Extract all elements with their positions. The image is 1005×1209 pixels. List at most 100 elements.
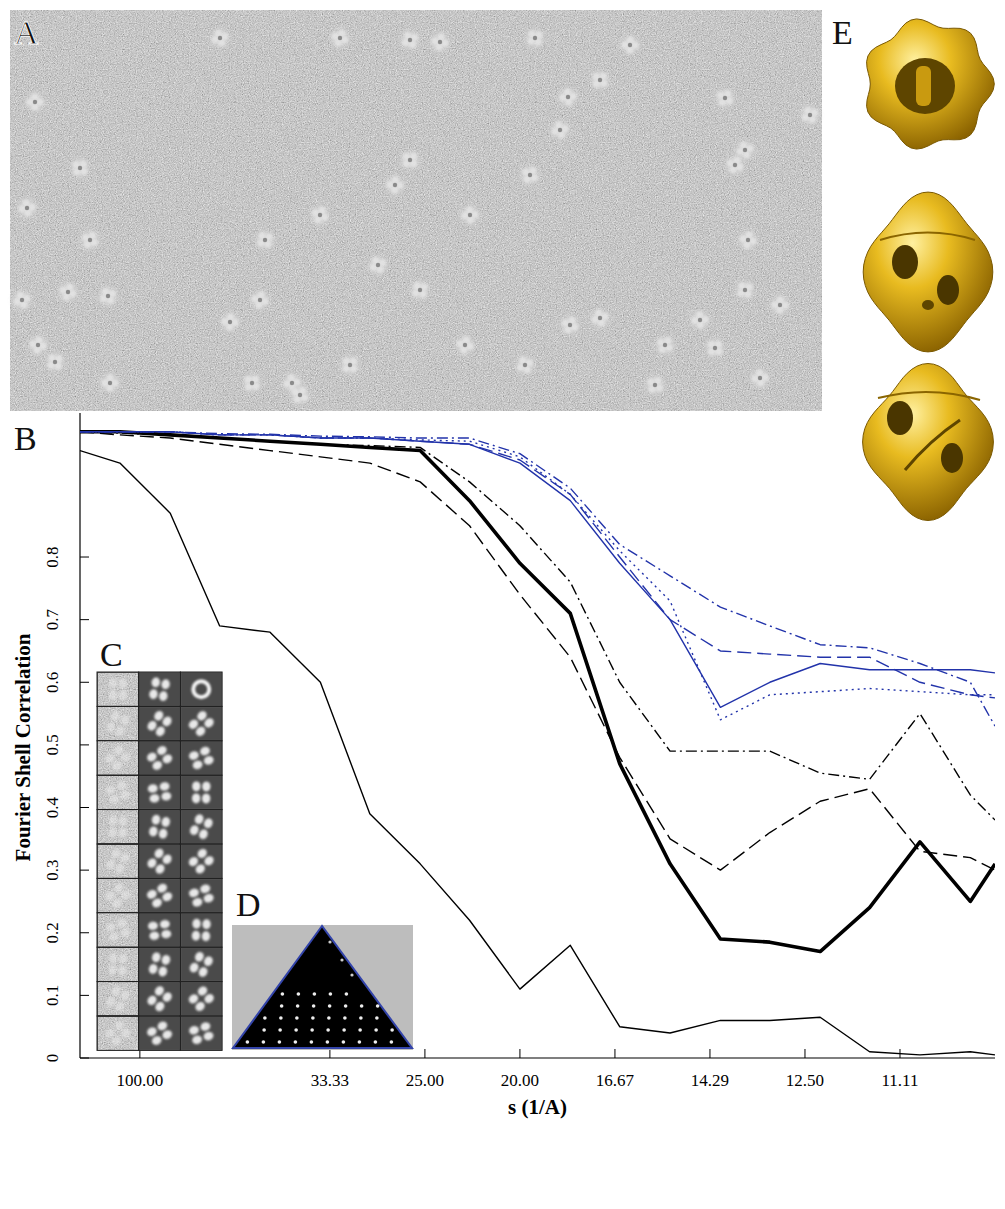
series-line (80, 432, 995, 708)
gallery-border (97, 844, 139, 878)
particle-core (338, 36, 342, 40)
particle-body (738, 230, 758, 250)
particle-core (228, 320, 232, 324)
particle (525, 28, 545, 48)
view-lobe (161, 954, 172, 966)
particle-body (100, 373, 120, 393)
series-line (80, 432, 995, 870)
particle (590, 70, 610, 90)
particle (400, 150, 420, 170)
view-lobe (114, 862, 126, 875)
orientation-dot (344, 1004, 348, 1008)
orientation-dot (350, 973, 353, 976)
particle-core (250, 381, 254, 385)
view-lobe (199, 1021, 211, 1032)
view-lobe (188, 1025, 200, 1036)
particle-core (713, 346, 717, 350)
orientation-dot (329, 992, 333, 996)
view (188, 950, 214, 978)
gallery-cell (98, 914, 138, 946)
orientation-dot (343, 1016, 347, 1020)
view-lobe (151, 814, 161, 826)
particle-core (218, 36, 222, 40)
gallery-border (97, 1016, 139, 1050)
particle-body (770, 295, 790, 315)
series-line (80, 432, 995, 952)
particle-body (255, 230, 275, 250)
view-lobe (149, 931, 160, 941)
view-lobe (110, 897, 123, 910)
particle-body (400, 150, 420, 170)
view-lobe (153, 1000, 166, 1013)
view (188, 1021, 215, 1045)
view-lobe (110, 847, 122, 860)
render-tilted (863, 364, 994, 521)
orientation-dot (312, 1004, 316, 1008)
particle-lobe (740, 235, 747, 242)
particle-body (290, 385, 310, 405)
view (188, 813, 214, 841)
gallery-cell (181, 948, 221, 980)
y-tick (80, 932, 89, 933)
particle-lobe (761, 374, 768, 381)
view-lobe (109, 678, 117, 688)
particle-lobe (558, 131, 565, 138)
gallery-cell (140, 673, 180, 705)
y-tick (80, 807, 89, 808)
orientation-dot (327, 1016, 331, 1020)
view (187, 985, 216, 1013)
view-lobe (110, 985, 122, 998)
series-line (80, 451, 995, 1055)
view-lobe (194, 725, 207, 738)
series-line (80, 432, 995, 726)
x-tick-label: 11.11 (881, 1071, 918, 1090)
particle-lobe (60, 287, 67, 294)
series-line (80, 432, 995, 820)
gallery-border (139, 741, 181, 775)
series-line (80, 432, 995, 698)
particle-body (558, 87, 578, 107)
particle-lobe (66, 284, 73, 291)
particle (220, 312, 240, 332)
particle-core (88, 238, 92, 242)
view-lobe (202, 893, 214, 904)
view (104, 881, 133, 909)
triangle-ground (232, 925, 413, 1050)
view (191, 919, 211, 942)
particle-lobe (740, 142, 747, 149)
panel-letter: C (100, 636, 123, 673)
orientation-dot (297, 992, 301, 996)
particle (100, 373, 120, 393)
particle-lobe (14, 298, 21, 305)
view-lobe (145, 1026, 158, 1038)
view-lobe (119, 690, 127, 700)
view-lobe (108, 827, 117, 837)
view-lobe (188, 961, 200, 974)
gallery-border (139, 844, 181, 878)
gallery-border (180, 913, 222, 947)
particle-core (758, 376, 762, 380)
particle-lobe (460, 346, 467, 353)
particle-core (528, 173, 532, 177)
panel-letter: D (236, 886, 261, 923)
particle-lobe (598, 319, 605, 326)
particle-lobe (552, 128, 559, 135)
orientation-dot (340, 958, 343, 961)
view-lobe (151, 677, 161, 688)
particle-body (655, 335, 675, 355)
view-lobe (104, 784, 116, 795)
panel-d (232, 925, 413, 1050)
particle-body (690, 310, 710, 330)
view-lobe (199, 883, 211, 894)
particle-core (36, 343, 40, 347)
view (145, 1020, 173, 1047)
view (188, 745, 215, 770)
orientation-dot (326, 1028, 330, 1032)
particle-body (400, 30, 420, 50)
gallery-cell (98, 983, 138, 1015)
view (146, 709, 174, 738)
y-tick-label: 0.2 (43, 922, 62, 943)
view-lobe (161, 853, 174, 866)
view (104, 1019, 133, 1047)
particle-lobe (457, 340, 464, 347)
